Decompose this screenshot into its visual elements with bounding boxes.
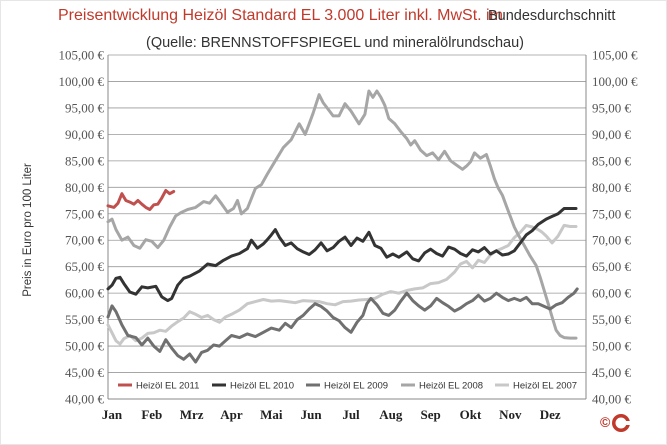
- y-tick-label-right: 75,00 €: [592, 206, 632, 221]
- x-tick-label: Apr: [220, 407, 243, 422]
- y-tick-label-left: 60,00 €: [65, 286, 105, 301]
- x-tick-label: Mrz: [180, 407, 204, 422]
- y-tick-label-right: 40,00 €: [592, 392, 632, 407]
- y-tick-label-left: 80,00 €: [65, 180, 105, 195]
- chart-title-tail: Bundesdurchschnitt: [488, 8, 615, 24]
- y-tick-label-left: 90,00 €: [65, 127, 105, 142]
- chart-title: Preisentwicklung Heizöl Standard EL 3.00…: [58, 7, 503, 24]
- legend-label: Heizöl EL 2009: [324, 381, 388, 392]
- legend: Heizöl EL 2011 Heizöl EL 2010 Heizöl EL 20…: [118, 381, 577, 392]
- y-axis-left: 40,00 € 45,00 € 50,00 € 55,00 € 60,00 € 65,00…: [59, 48, 105, 407]
- chart-subtitle: (Quelle: BRENNSTOFFSPIEGEL und mineralöl…: [146, 35, 524, 51]
- series-lines: [106, 89, 579, 364]
- y-tick-label-right: 105,00 €: [592, 48, 638, 63]
- legend-label: Heizöl EL 2008: [419, 381, 483, 392]
- logo-mark-inner-icon: [615, 417, 627, 429]
- y-tick-label-left: 50,00 €: [65, 339, 105, 354]
- gridlines: [107, 54, 587, 400]
- y-tick-label-right: 55,00 €: [592, 312, 632, 327]
- y-tick-label-left: 85,00 €: [65, 153, 105, 168]
- x-tick-label: Sep: [421, 407, 441, 422]
- x-tick-label: Jul: [342, 407, 360, 422]
- x-tick-label: Jan: [102, 407, 123, 422]
- y-tick-label-right: 80,00 €: [592, 180, 632, 195]
- y-axis-label: Preis in Euro pro 100 Liter: [22, 163, 34, 297]
- y-tick-label-right: 95,00 €: [592, 100, 632, 115]
- legend-label: Heizöl EL 2011: [136, 381, 199, 392]
- y-tick-label-left: 75,00 €: [65, 206, 105, 221]
- x-tick-label: Okt: [460, 407, 482, 422]
- y-tick-label-left: 65,00 €: [65, 259, 105, 274]
- ceto-logo: ©: [600, 414, 632, 432]
- y-tick-label-left: 40,00 €: [65, 392, 105, 407]
- y-tick-label-left: 45,00 €: [65, 365, 105, 380]
- y-tick-label-left: 55,00 €: [65, 312, 105, 327]
- x-tick-label: Jun: [301, 407, 323, 422]
- y-tick-label-left: 105,00 €: [59, 48, 105, 63]
- y-tick-label-right: 85,00 €: [592, 153, 632, 168]
- x-tick-label: Nov: [499, 407, 522, 422]
- copyright-icon: ©: [600, 414, 611, 430]
- y-tick-label-right: 45,00 €: [592, 365, 632, 380]
- x-tick-label: Aug: [379, 407, 403, 422]
- y-tick-label-right: 50,00 €: [592, 339, 632, 354]
- x-tick-label: Dez: [540, 407, 561, 422]
- legend-label: Heizöl EL 2010: [230, 381, 294, 392]
- legend-label: Heizöl EL 2007: [513, 381, 577, 392]
- series-line: [106, 189, 176, 211]
- y-axis-right: 40,00 € 45,00 € 50,00 € 55,00 € 60,00 € 65,00…: [592, 48, 638, 407]
- series-line: [106, 207, 578, 303]
- x-axis: Jan Feb Mrz Apr Mai Jun Jul Aug Sep Okt Nov Dez: [102, 407, 561, 422]
- series-line: [106, 89, 578, 340]
- logo-mark-gap-icon: [622, 421, 632, 425]
- series-line: [106, 223, 578, 346]
- y-tick-label-right: 100,00 €: [592, 74, 638, 89]
- x-tick-label: Mai: [260, 407, 283, 422]
- x-tick-label: Feb: [141, 407, 162, 422]
- series-line: [106, 287, 579, 364]
- y-tick-label-left: 70,00 €: [65, 233, 105, 248]
- y-tick-label-left: 95,00 €: [65, 100, 105, 115]
- y-tick-label-right: 65,00 €: [592, 259, 632, 274]
- y-tick-label-right: 60,00 €: [592, 286, 632, 301]
- y-tick-label-left: 100,00 €: [59, 74, 105, 89]
- y-tick-label-right: 90,00 €: [592, 127, 632, 142]
- y-tick-label-right: 70,00 €: [592, 233, 632, 248]
